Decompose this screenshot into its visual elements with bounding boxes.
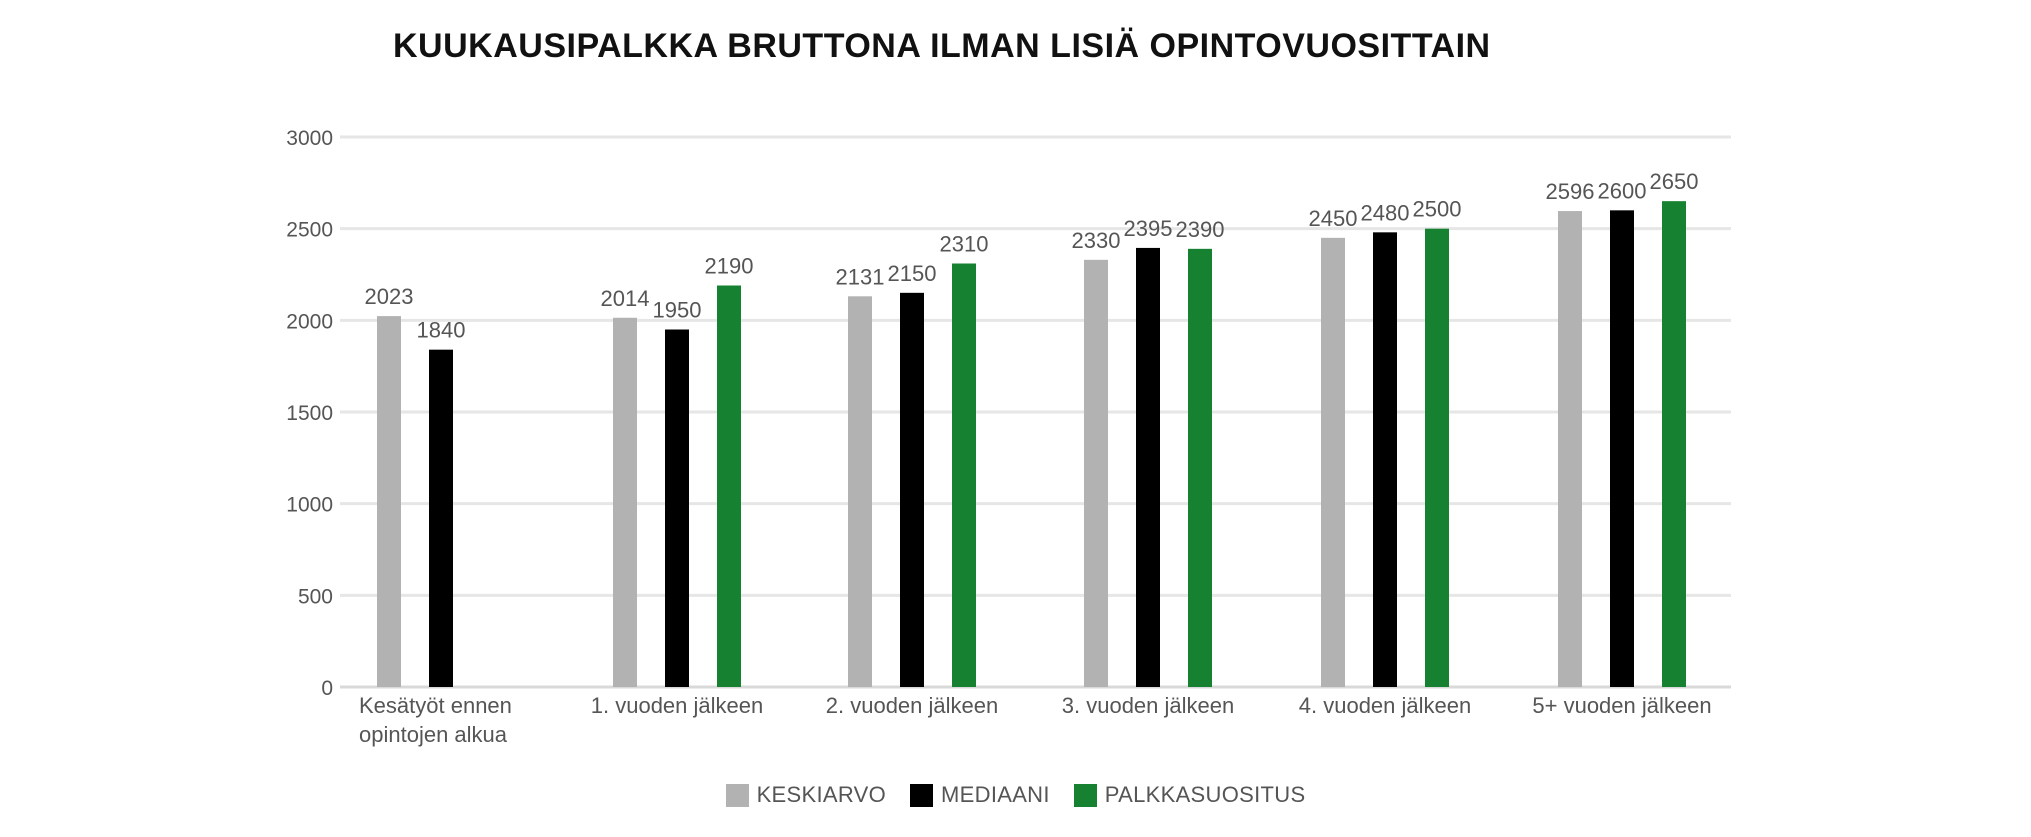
data-label: 2150 (888, 261, 937, 286)
x-axis-categories: Kesätyöt ennen opintojen alkua 1. vuoden j… (359, 693, 1712, 747)
data-label: 2023 (365, 284, 414, 309)
data-label: 2330 (1072, 228, 1121, 253)
bar (1188, 248, 1212, 688)
bar (1610, 210, 1634, 688)
y-tick-label: 2000 (286, 310, 333, 333)
category-label: 1. vuoden jälkeen (591, 693, 763, 718)
y-tick-label: 2500 (286, 219, 333, 242)
chart-title: KUUKAUSIPALKKA BRUTTONA ILMAN LISIÄ OPIN… (393, 27, 1491, 65)
bar (1558, 211, 1582, 688)
legend-label: KESKIARVO (756, 782, 887, 807)
data-label: 1950 (653, 298, 702, 323)
y-tick-label: 0 (321, 677, 333, 700)
data-label: 1840 (417, 318, 466, 343)
bar (1321, 237, 1345, 688)
data-label: 2131 (836, 264, 885, 289)
category-label: 2. vuoden jälkeen (826, 693, 998, 718)
bar (900, 292, 924, 687)
legend: KESKIARVO MEDIAANI PALKKASUOSITUS (0, 780, 2031, 810)
legend-item: KESKIARVO (725, 782, 887, 808)
legend-item: MEDIAANI (910, 782, 1050, 808)
bar (1662, 201, 1686, 687)
bar (848, 296, 872, 687)
gridlines (340, 135, 1731, 689)
bar (613, 317, 637, 687)
category-label: 5+ vuoden jälkeen (1532, 693, 1711, 718)
legend-label: MEDIAANI (941, 782, 1050, 807)
category-label: Kesätyöt ennen (359, 693, 512, 718)
data-label: 2310 (940, 232, 989, 257)
data-label: 2600 (1598, 178, 1647, 203)
y-tick-label: 1000 (286, 494, 333, 517)
category-label: 3. vuoden jälkeen (1062, 693, 1234, 718)
bar (952, 263, 976, 687)
data-label: 2596 (1546, 179, 1595, 204)
legend-item: PALKKASUOSITUS (1073, 782, 1306, 808)
data-label: 2450 (1309, 206, 1358, 231)
y-tick-label: 500 (298, 585, 333, 608)
data-label: 2390 (1176, 217, 1225, 242)
y-tick-label: 3000 (286, 127, 333, 150)
bar (429, 349, 453, 687)
legend-label: PALKKASUOSITUS (1104, 782, 1306, 807)
bar (1136, 247, 1160, 687)
bar (1084, 259, 1108, 687)
data-label: 2480 (1361, 200, 1410, 225)
bar (717, 285, 741, 687)
bar (665, 329, 689, 687)
data-label: 2500 (1413, 197, 1462, 222)
category-label: opintojen alkua (359, 722, 508, 747)
legend-swatch (910, 783, 934, 807)
bar (377, 316, 401, 687)
data-label: 2395 (1124, 216, 1173, 241)
legend-swatch (1073, 783, 1097, 807)
y-tick-label: 1500 (286, 402, 333, 425)
data-labels: 2023 2014 2131 2330 2450 2596 1840 1950 2150 2395… (365, 169, 1699, 342)
data-label: 2650 (1650, 169, 1699, 194)
bar (1425, 228, 1449, 687)
data-label: 2014 (601, 286, 650, 311)
category-label: 4. vuoden jälkeen (1299, 693, 1471, 718)
bar (1373, 232, 1397, 688)
legend-swatch (725, 783, 749, 807)
data-label: 2190 (705, 254, 754, 279)
bars (377, 201, 1686, 688)
y-axis-ticks: 0 500 1000 1500 2000 2500 3000 (286, 127, 333, 700)
